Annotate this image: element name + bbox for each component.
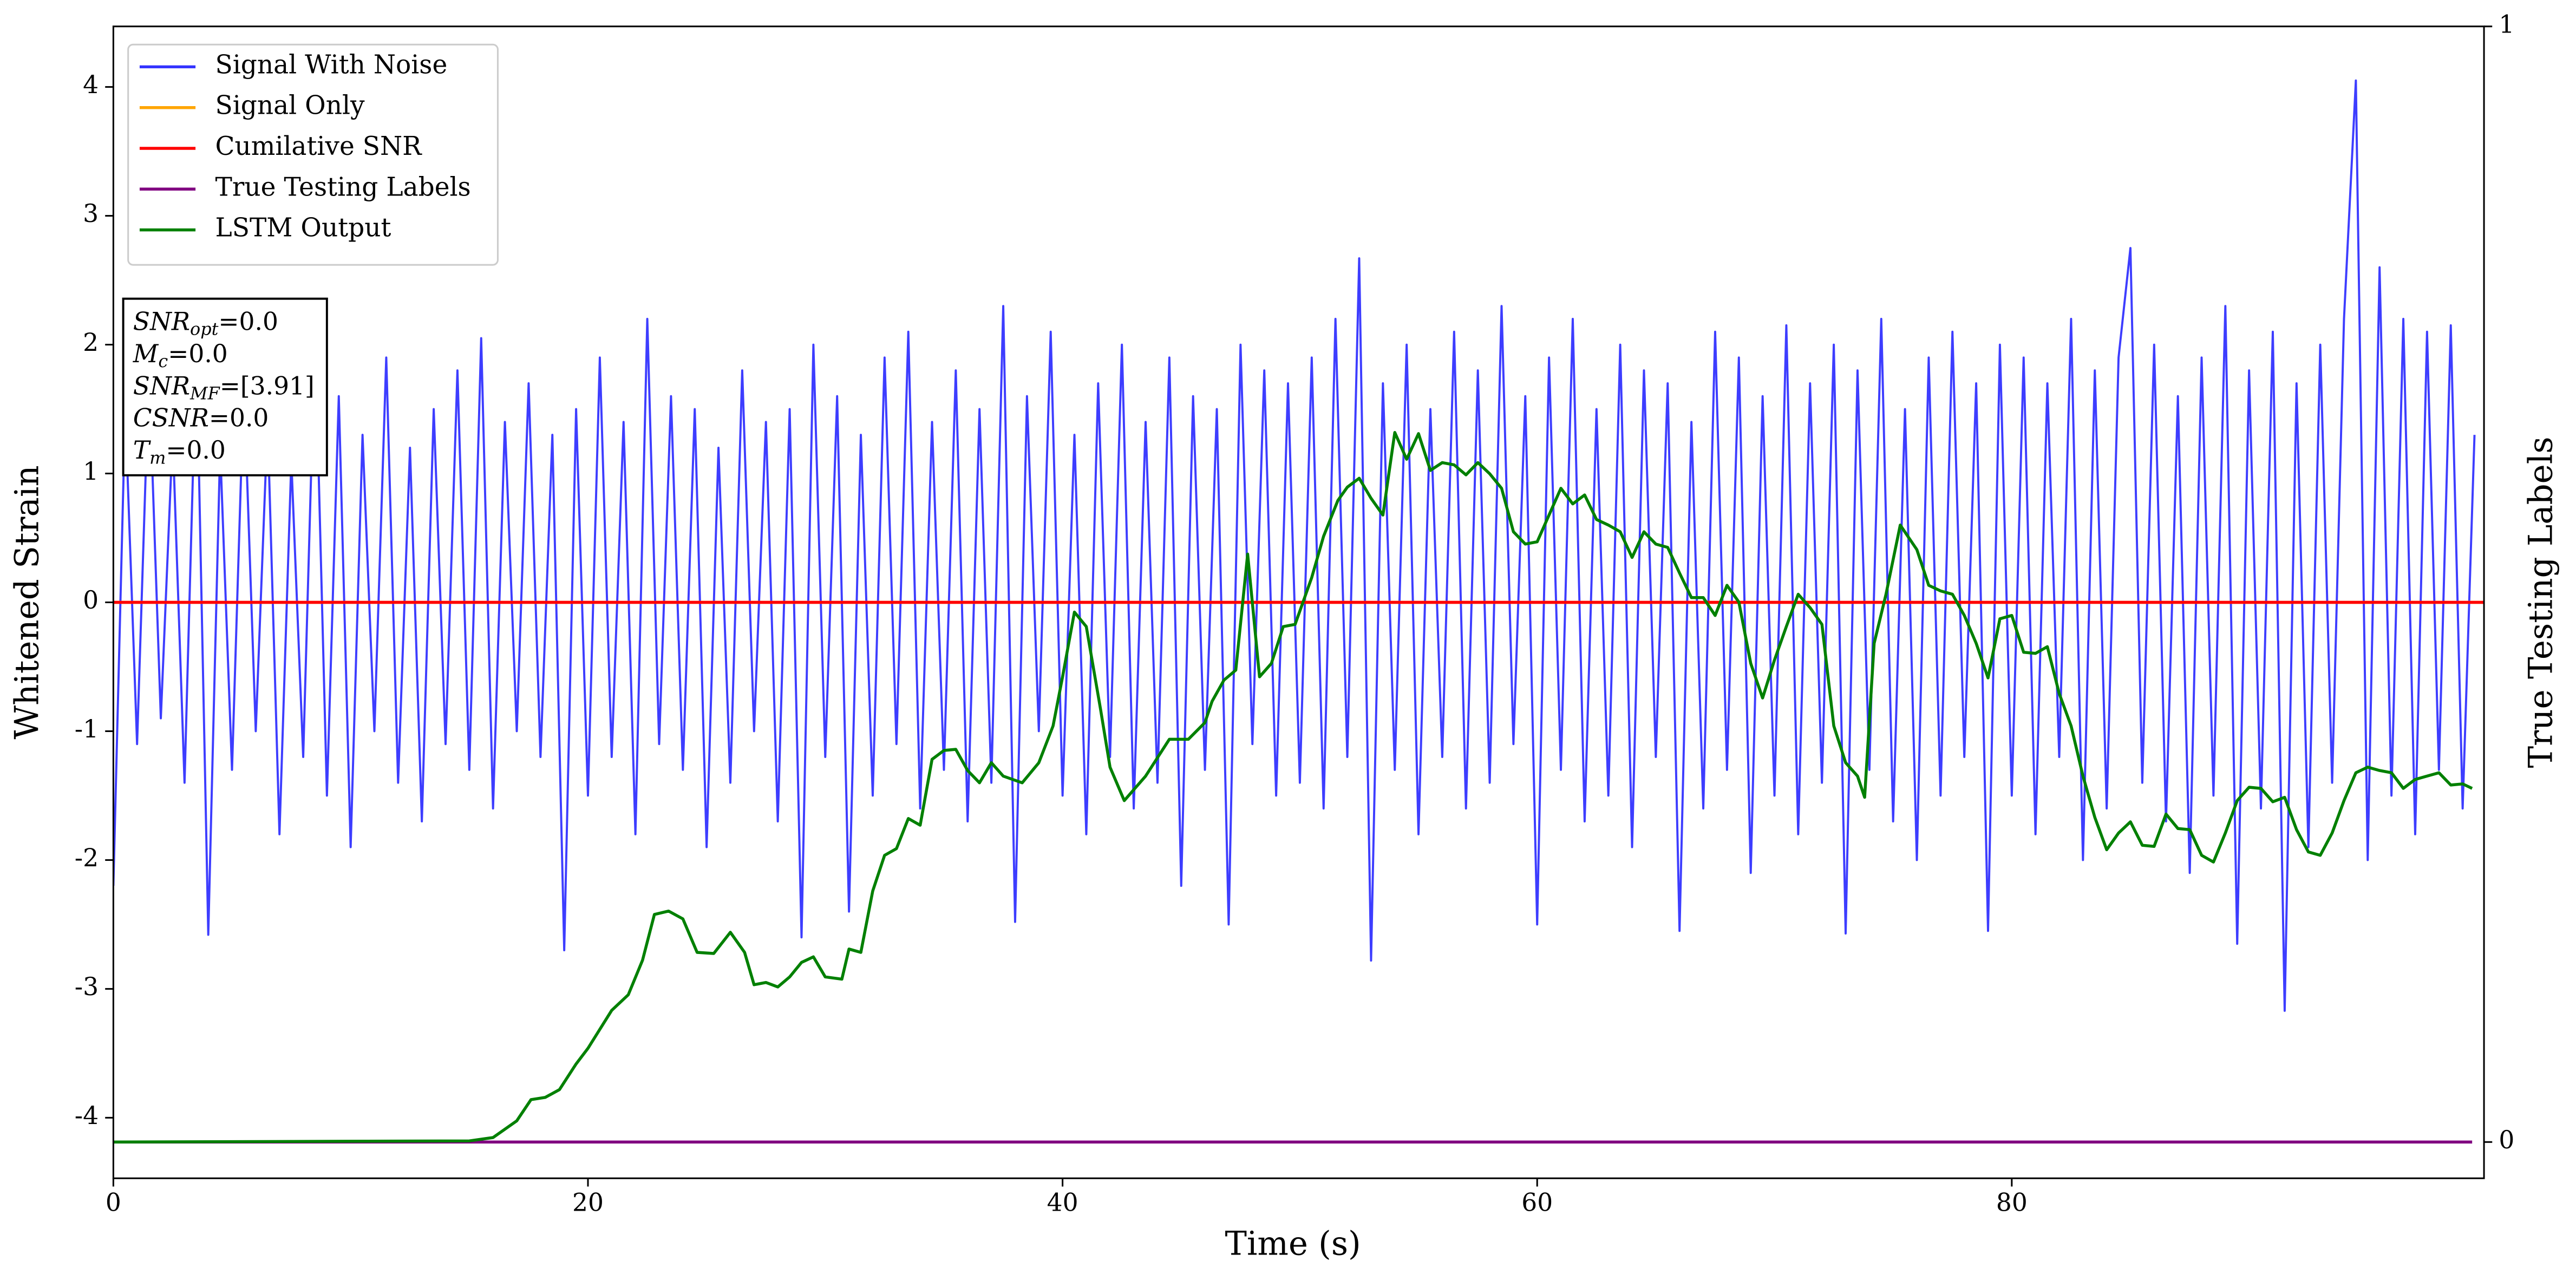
- annotation-symbol: SNR: [133, 307, 190, 336]
- annotation-box: SNRopt=0.0Mc=0.0SNRMF=[3.91]CSNR=0.0Tm=0…: [122, 297, 328, 476]
- annotation-value: =0.0: [168, 339, 228, 368]
- y-tick-label: 4: [83, 70, 99, 99]
- y-tick-label: -2: [75, 844, 99, 872]
- y-tick-label: 0: [83, 586, 99, 615]
- annotation-line: CSNR=0.0: [133, 403, 269, 432]
- annotation-symbol: M: [133, 339, 159, 368]
- y-tick-label: 3: [83, 199, 99, 228]
- plot-area: [113, 79, 2485, 1144]
- x-axis-label: Time (s): [1225, 1225, 1361, 1263]
- x-tick-label: 40: [1047, 1188, 1078, 1217]
- legend: Signal With Noise Signal Only Cumilative S…: [127, 43, 499, 266]
- annotation-subscript: m: [149, 447, 166, 468]
- annotation-line: SNRMF=[3.91]: [133, 371, 315, 403]
- x-tick-label: 60: [1521, 1188, 1553, 1217]
- annotation-symbol: CSNR: [133, 403, 209, 432]
- annotation-line: SNRopt=0.0: [133, 307, 278, 339]
- x-tick-label: 80: [1996, 1188, 2028, 1217]
- x-tick-label: 0: [106, 1188, 121, 1217]
- annotation-value: =0.0: [166, 436, 226, 465]
- y2-axis-label: True Testing Labels: [2522, 436, 2560, 768]
- annotation-subscript: MF: [189, 383, 221, 403]
- legend-label: True Testing Labels: [215, 172, 471, 202]
- annotation-line: Tm=0.0: [133, 436, 226, 468]
- annotation-value: =0.0: [218, 307, 278, 336]
- annotation-value: =0.0: [209, 403, 269, 432]
- y2-tick-label: 0: [2499, 1126, 2514, 1154]
- x-tick-label: 20: [572, 1188, 604, 1217]
- y-tick-label: 2: [83, 328, 99, 357]
- legend-label: Signal With Noise: [215, 50, 448, 80]
- annotation-line: Mc=0.0: [133, 339, 228, 371]
- y-axis-label: Whitened Strain: [9, 465, 47, 739]
- annotation-value: =[3.91]: [220, 371, 315, 400]
- legend-label: Cumilative SNR: [215, 132, 422, 161]
- y-tick-label: -1: [75, 715, 99, 743]
- annotation-subscript: opt: [190, 318, 219, 339]
- y-tick-label: -4: [75, 1101, 99, 1130]
- annotation-frame: [122, 297, 328, 476]
- annotation-symbol: SNR: [133, 371, 190, 400]
- annotation-subscript: c: [158, 350, 168, 371]
- y2-tick-label: 1: [2499, 10, 2514, 38]
- series-line: [113, 431, 2473, 1144]
- legend-label: LSTM Output: [215, 213, 391, 243]
- legend-label: Signal Only: [215, 91, 365, 121]
- y-tick-label: 1: [83, 457, 99, 486]
- y-tick-label: -3: [75, 972, 99, 1001]
- annotation-symbol: T: [133, 436, 152, 465]
- legend-box: [127, 43, 499, 266]
